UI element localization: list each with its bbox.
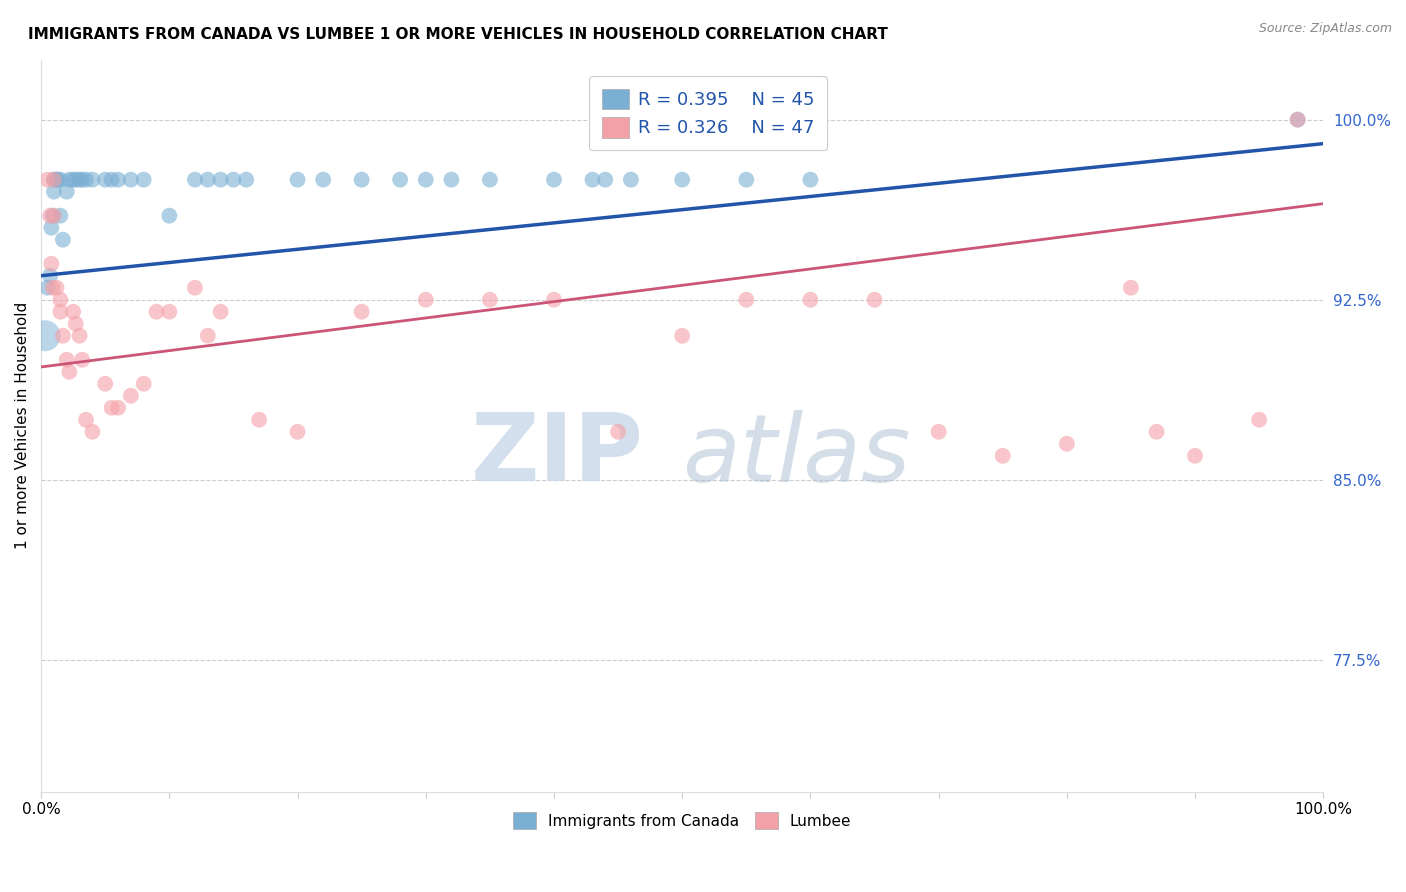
Point: [39, 268, 62, 283]
Text: IMMIGRANTS FROM CANADA VS LUMBEE 1 OR MORE VEHICLES IN HOUSEHOLD CORRELATION CHA: IMMIGRANTS FROM CANADA VS LUMBEE 1 OR MO…: [28, 27, 889, 42]
Point: [581, 172, 603, 186]
Point: [157, 209, 180, 223]
Point: [312, 172, 335, 186]
Point: [543, 172, 565, 186]
Point: [65, 317, 87, 331]
Point: [39, 209, 62, 223]
Point: [100, 401, 122, 415]
Point: [247, 413, 270, 427]
Point: [49, 209, 72, 223]
Point: [157, 304, 180, 318]
Point: [42, 209, 65, 223]
Point: [607, 425, 630, 439]
Point: [62, 304, 84, 318]
Point: [107, 172, 129, 186]
Point: [350, 172, 373, 186]
Point: [42, 172, 65, 186]
Point: [1056, 437, 1078, 451]
Point: [671, 172, 693, 186]
Point: [197, 172, 219, 186]
Point: [41, 257, 63, 271]
Point: [543, 293, 565, 307]
Point: [37, 281, 59, 295]
Point: [107, 401, 129, 415]
Point: [593, 172, 616, 186]
Point: [41, 281, 63, 295]
Point: [65, 172, 87, 186]
Point: [863, 293, 886, 307]
Point: [1249, 413, 1271, 427]
Point: [58, 365, 80, 379]
Point: [478, 293, 501, 307]
Point: [82, 425, 104, 439]
Point: [197, 328, 219, 343]
Point: [45, 281, 67, 295]
Point: [69, 328, 91, 343]
Legend: Immigrants from Canada, Lumbee: Immigrants from Canada, Lumbee: [508, 805, 858, 836]
Point: [209, 172, 232, 186]
Point: [42, 185, 65, 199]
Point: [209, 304, 232, 318]
Point: [100, 172, 122, 186]
Point: [184, 281, 207, 295]
Point: [49, 293, 72, 307]
Point: [222, 172, 245, 186]
Point: [55, 352, 77, 367]
Point: [350, 304, 373, 318]
Point: [1184, 449, 1206, 463]
Point: [671, 328, 693, 343]
Point: [49, 172, 72, 186]
Point: [75, 413, 97, 427]
Point: [478, 172, 501, 186]
Point: [799, 172, 821, 186]
Point: [1286, 112, 1309, 127]
Point: [287, 172, 309, 186]
Point: [928, 425, 950, 439]
Point: [132, 172, 155, 186]
Point: [389, 172, 412, 186]
Point: [45, 172, 67, 186]
Text: Source: ZipAtlas.com: Source: ZipAtlas.com: [1258, 22, 1392, 36]
Point: [145, 304, 167, 318]
Point: [415, 172, 437, 186]
Point: [1286, 112, 1309, 127]
Point: [62, 172, 84, 186]
Point: [415, 293, 437, 307]
Point: [735, 172, 758, 186]
Point: [42, 172, 65, 186]
Y-axis label: 1 or more Vehicles in Household: 1 or more Vehicles in Household: [15, 302, 30, 549]
Point: [735, 293, 758, 307]
Point: [620, 172, 643, 186]
Point: [799, 293, 821, 307]
Text: ZIP: ZIP: [471, 409, 644, 501]
Point: [69, 172, 91, 186]
Point: [70, 352, 93, 367]
Point: [52, 233, 75, 247]
Point: [1119, 281, 1142, 295]
Point: [70, 172, 93, 186]
Text: atlas: atlas: [682, 409, 911, 500]
Point: [55, 185, 77, 199]
Point: [991, 449, 1014, 463]
Point: [41, 209, 63, 223]
Point: [184, 172, 207, 186]
Point: [440, 172, 463, 186]
Point: [75, 172, 97, 186]
Point: [82, 172, 104, 186]
Point: [120, 389, 142, 403]
Point: [1146, 425, 1168, 439]
Point: [287, 425, 309, 439]
Point: [94, 172, 117, 186]
Point: [46, 172, 69, 186]
Point: [34, 328, 56, 343]
Point: [58, 172, 80, 186]
Point: [37, 172, 59, 186]
Point: [41, 220, 63, 235]
Point: [52, 328, 75, 343]
Point: [49, 304, 72, 318]
Point: [132, 376, 155, 391]
Point: [235, 172, 257, 186]
Point: [120, 172, 142, 186]
Point: [94, 376, 117, 391]
